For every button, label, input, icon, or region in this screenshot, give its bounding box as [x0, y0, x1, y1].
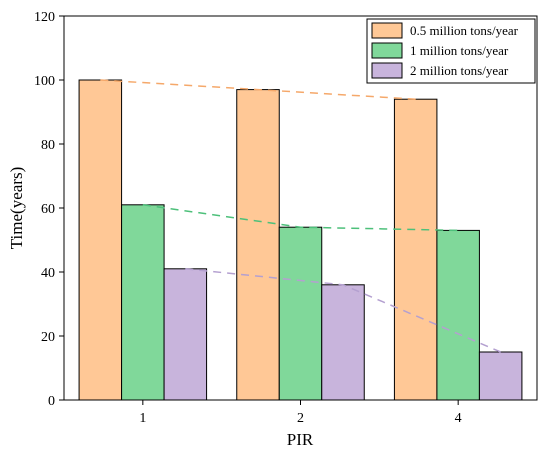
y-tick-label: 120: [34, 10, 55, 25]
y-tick-label: 40: [41, 266, 55, 281]
legend-label-series-3: 2 million tons/year: [410, 63, 509, 78]
legend-swatch-series-2: [371, 42, 403, 59]
y-tick-label: 20: [41, 330, 55, 345]
legend-label-series-2: 1 million tons/year: [410, 43, 509, 58]
y-tick-label: 100: [34, 74, 55, 89]
legend: 0.5 million tons/year 1 million tons/year…: [366, 18, 536, 84]
y-axis-title: Time(years): [7, 167, 26, 249]
y-tick-label: 80: [41, 138, 55, 153]
bar-series-3-cat-2: [321, 284, 365, 401]
legend-label-series-1: 0.5 million tons/year: [410, 23, 519, 38]
bar-series-1-cat-2: [236, 89, 280, 401]
bar-series-1-cat-1: [78, 79, 123, 401]
x-tick-label: 4: [455, 411, 462, 426]
y-tick-label: 0: [48, 394, 55, 409]
bars-layer: [78, 79, 523, 401]
bar-series-1-cat-4: [393, 98, 438, 401]
x-axis-title: PIR: [287, 430, 314, 449]
y-axis: 0 20 40 60 80 100 120: [34, 10, 64, 409]
legend-swatch-series-3: [371, 62, 403, 79]
bar-series-2-cat-1: [121, 204, 165, 401]
x-tick-label: 1: [139, 411, 146, 426]
legend-swatch-series-1: [371, 22, 403, 39]
bar-series-3-cat-1: [163, 268, 208, 401]
bar-series-2-cat-4: [436, 229, 480, 401]
bar-series-2-cat-2: [278, 226, 323, 401]
trend-line-series-2: [142, 204, 459, 232]
trend-lines-layer: [100, 79, 501, 353]
y-tick-label: 60: [41, 202, 55, 217]
bar-series-3-cat-4: [478, 351, 523, 401]
x-tick-label: 2: [297, 411, 304, 426]
trend-line-series-3: [185, 268, 501, 353]
x-axis: 1 2 4: [139, 400, 462, 426]
trend-line-series-1: [100, 79, 416, 100]
